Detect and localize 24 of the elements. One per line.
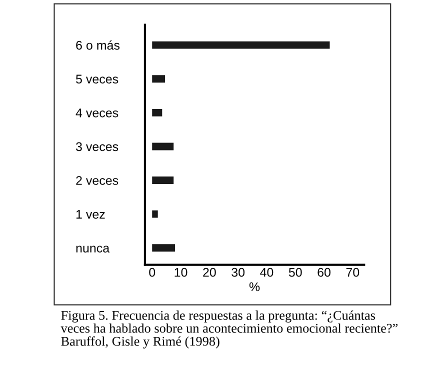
bar: [152, 244, 176, 252]
y-tick-label: 2 veces: [76, 176, 118, 185]
x-tick-label: 0: [149, 268, 156, 277]
x-tick-label: 20: [203, 268, 216, 277]
y-tick-label: 1 vez: [76, 210, 105, 219]
y-tick-label: 5 veces: [76, 74, 118, 84]
y-tick-label: 6 o más: [76, 40, 120, 50]
x-tick-label: 40: [260, 268, 274, 277]
bar: [152, 176, 174, 184]
y-tick-label: 3 veces: [76, 142, 118, 152]
y-tick-label: nunca: [76, 246, 110, 253]
x-tick-label: 10: [174, 268, 188, 277]
x-axis-title: %: [249, 282, 260, 292]
bar: [152, 41, 330, 49]
x-tick-label: 70: [346, 268, 360, 277]
bar: [152, 210, 158, 218]
x-tick-label: 30: [232, 268, 245, 277]
x-tick-label: 50: [288, 268, 302, 277]
text: Figura 5. Frecuencia de respuestas a la pregunta: “¿Cuántas veces ha hablado sobre un acontecimiento emocional reciente?” Baruffol, Gisle y Rimé (1998): [60, 310, 398, 348]
bar: [152, 108, 162, 116]
x-tick-label: 60: [318, 268, 330, 277]
bar: [152, 75, 166, 83]
bar: [152, 142, 174, 150]
y-tick-label: 4 veces: [76, 108, 118, 118]
